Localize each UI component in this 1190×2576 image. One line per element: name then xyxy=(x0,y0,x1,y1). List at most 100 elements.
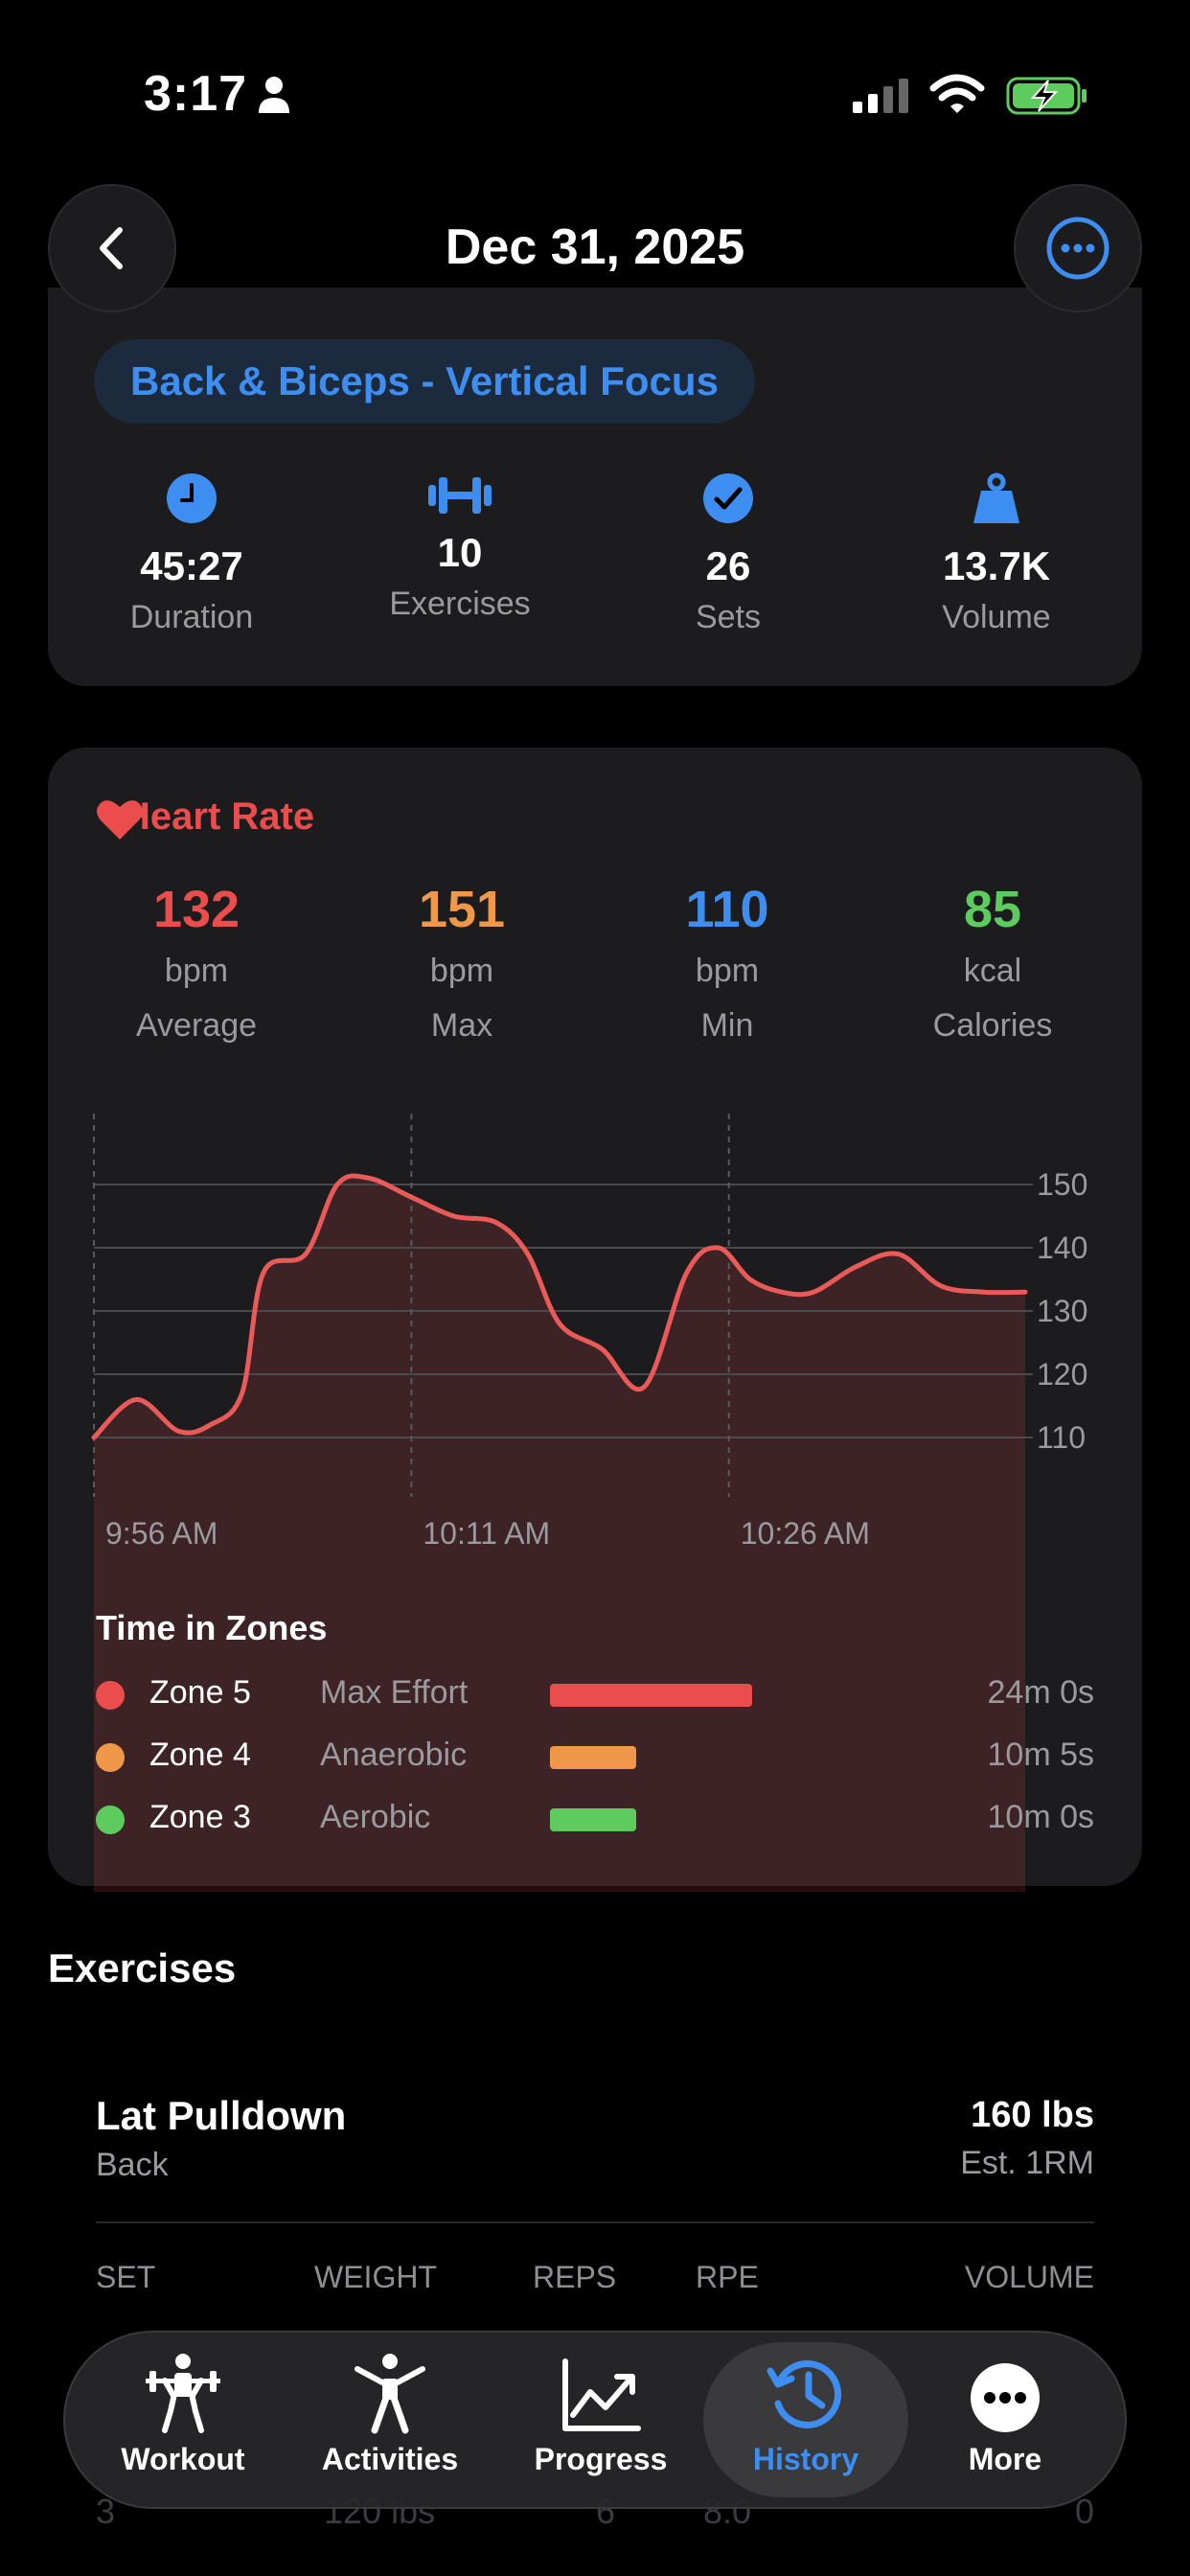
chevron-left-icon xyxy=(100,227,123,269)
y-tick-label: 140 xyxy=(1037,1230,1087,1265)
exercise-category: Back xyxy=(96,2147,169,2183)
zone-dot xyxy=(96,1743,125,1772)
x-tick-label: 10:26 AM xyxy=(741,1516,870,1551)
heart-icon xyxy=(97,800,143,840)
back-button[interactable] xyxy=(48,184,176,312)
workout-name-badge: Back & Biceps - Vertical Focus xyxy=(94,339,755,424)
history-clock-icon xyxy=(767,2360,841,2428)
tab-activities[interactable]: Activities xyxy=(287,2342,492,2497)
barbell-lifter-icon xyxy=(146,2354,220,2433)
cellular-signal-icon xyxy=(853,79,908,113)
stat-volume: 13.7K Volume xyxy=(862,472,1131,636)
zone-bar xyxy=(550,1746,636,1769)
col-header-volume: VOLUME xyxy=(964,2260,1094,2294)
zone-row-5: Zone 5 Max Effort 24m 0s xyxy=(96,1670,1094,1718)
area-fill xyxy=(94,1175,1025,1892)
stat-value: 26 xyxy=(705,543,751,588)
stat-label: Sets xyxy=(695,599,762,635)
ellipsis-circle-icon xyxy=(1046,217,1110,280)
x-tick-label: 9:56 AM xyxy=(105,1516,217,1551)
exercises-section-title: Exercises xyxy=(48,1945,237,1990)
tab-history[interactable]: History xyxy=(703,2342,908,2497)
x-tick-label: 10:11 AM xyxy=(423,1516,550,1551)
exercise-one-rm: 160 lbs xyxy=(971,2095,1094,2135)
clock-icon xyxy=(167,473,217,523)
zone-name: Zone 4 xyxy=(149,1736,251,1773)
zone-name: Zone 3 xyxy=(149,1799,251,1835)
zone-desc: Aerobic xyxy=(320,1799,431,1835)
hr-max: 151 bpm Max xyxy=(328,880,596,1045)
hr-label: Calories xyxy=(932,1007,1053,1044)
hr-value: 151 xyxy=(418,881,506,938)
heart-rate-chart: 150 140 130 120 110 9:56 AM 10:11 AM 10:26 AM xyxy=(91,1114,1087,1892)
zones-title: Time in Zones xyxy=(96,1608,328,1647)
zone-dot xyxy=(96,1806,125,1834)
tab-label: Activities xyxy=(321,2442,459,2476)
weight-icon xyxy=(973,472,1019,523)
checkmark-icon xyxy=(703,473,753,523)
stat-value: 10 xyxy=(437,530,483,575)
series-line xyxy=(91,1173,1028,1440)
stat-label: Duration xyxy=(129,599,254,635)
col-header-rpe: RPE xyxy=(696,2260,759,2294)
trend-chart-icon xyxy=(562,2358,641,2431)
hr-unit: bpm xyxy=(164,953,229,989)
tab-progress[interactable]: Progress xyxy=(498,2342,703,2497)
status-time: 3:17 xyxy=(144,66,248,122)
heart-rate-title: Heart Rate xyxy=(123,795,315,838)
person-icon xyxy=(259,77,289,113)
stat-label: Exercises xyxy=(389,586,531,622)
dumbbell-icon xyxy=(428,477,492,514)
y-tick-label: 120 xyxy=(1037,1357,1087,1392)
zone-bar xyxy=(550,1684,752,1707)
tab-workout[interactable]: Workout xyxy=(80,2342,286,2497)
set-volume: 0 xyxy=(1074,2492,1094,2531)
col-header-reps: REPS xyxy=(533,2260,617,2294)
hr-min: 110 bpm Min xyxy=(593,880,861,1045)
zone-time: 10m 0s xyxy=(987,1799,1095,1835)
exercise-one-rm-label: Est. 1RM xyxy=(960,2145,1094,2181)
col-header-weight: WEIGHT xyxy=(314,2260,437,2294)
hr-calories: 85 kcal Calories xyxy=(858,880,1127,1045)
zone-dot xyxy=(96,1681,125,1710)
stat-value: 45:27 xyxy=(140,543,243,588)
zone-row-3: Zone 3 Aerobic 10m 0s xyxy=(96,1795,1094,1843)
zone-desc: Max Effort xyxy=(320,1674,469,1711)
options-button[interactable] xyxy=(1014,184,1142,312)
hr-label: Average xyxy=(135,1007,258,1044)
zone-time: 10m 5s xyxy=(987,1736,1095,1773)
zone-row-4: Zone 4 Anaerobic 10m 5s xyxy=(96,1733,1094,1781)
tab-label: Workout xyxy=(121,2442,245,2476)
y-tick-label: 150 xyxy=(1037,1167,1087,1202)
hr-value: 132 xyxy=(152,881,240,938)
zone-desc: Anaerobic xyxy=(320,1736,468,1773)
hr-value: 110 xyxy=(685,881,769,938)
more-dots-icon xyxy=(971,2363,1040,2432)
stat-sets: 26 Sets xyxy=(594,472,862,636)
hr-value: 85 xyxy=(963,881,1022,938)
hr-label: Max xyxy=(430,1007,493,1044)
page-title: Dec 31, 2025 xyxy=(445,219,745,275)
tab-bar xyxy=(63,2331,1127,2509)
wifi-icon xyxy=(929,74,985,113)
set-number: 3 xyxy=(96,2492,116,2531)
hr-average: 132 bpm Average xyxy=(62,880,331,1045)
hr-unit: kcal xyxy=(963,953,1022,989)
zone-bar xyxy=(550,1808,636,1831)
zone-time: 24m 0s xyxy=(987,1674,1095,1711)
zone-name: Zone 5 xyxy=(149,1674,251,1711)
person-stretch-icon xyxy=(355,2354,425,2434)
exercise-name[interactable]: Lat Pulldown xyxy=(96,2093,347,2138)
y-tick-label: 110 xyxy=(1037,1420,1086,1455)
tab-label: More xyxy=(968,2442,1042,2476)
tab-label: History xyxy=(752,2442,859,2476)
stat-duration: 45:27 Duration xyxy=(57,472,326,636)
hr-label: Min xyxy=(700,1007,754,1044)
y-tick-label: 130 xyxy=(1037,1294,1087,1328)
hr-unit: bpm xyxy=(695,953,760,989)
stat-exercises: 10 Exercises xyxy=(326,472,594,623)
col-header-set: SET xyxy=(96,2260,156,2294)
stat-label: Volume xyxy=(942,599,1051,635)
battery-charging-icon xyxy=(1006,77,1087,115)
tab-more[interactable]: More xyxy=(903,2342,1108,2497)
